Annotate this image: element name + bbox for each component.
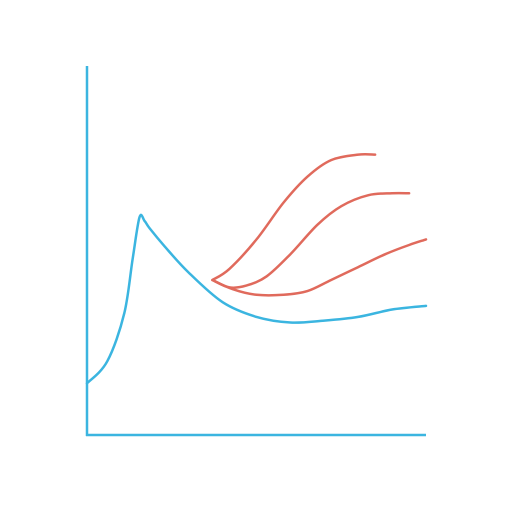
series-line-branch-low xyxy=(211,238,428,297)
series-line-baseline xyxy=(85,213,428,385)
series-line-branch-mid xyxy=(211,191,411,290)
series-line-branch-high xyxy=(211,152,377,282)
plot-axes xyxy=(85,66,426,437)
series-layer xyxy=(85,152,428,385)
